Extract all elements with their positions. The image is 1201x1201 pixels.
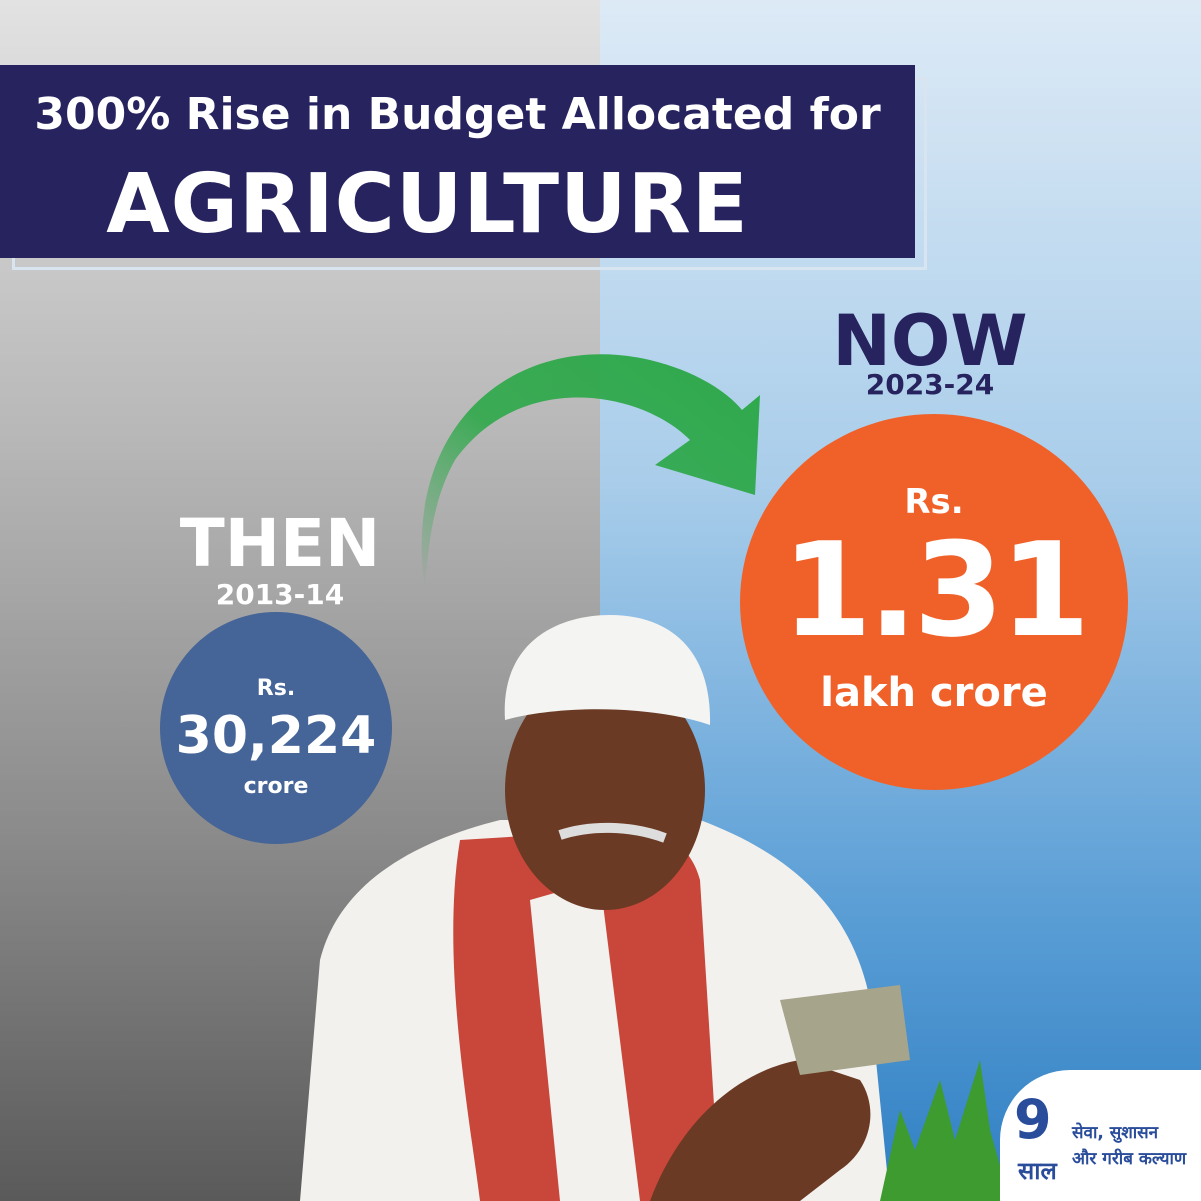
cap xyxy=(504,615,711,725)
title: 300% Rise in Budget Allocated for xyxy=(34,89,881,140)
now-label: NOW xyxy=(832,300,1028,382)
face xyxy=(505,670,705,910)
logo-word: साल xyxy=(1018,1157,1057,1185)
moustache xyxy=(558,822,667,843)
then-unit: crore xyxy=(243,774,309,799)
banknotes xyxy=(780,985,910,1075)
scarf xyxy=(453,827,720,1201)
now-amount: 1.31 xyxy=(781,514,1091,666)
then-label: THEN xyxy=(179,505,381,582)
grass xyxy=(880,1060,1010,1201)
logo: 9 साल सेवा, सुशासन और गरीब कल्याण xyxy=(1000,1070,1201,1201)
now-prefix: Rs. xyxy=(904,482,964,522)
then-year: 2013-14 xyxy=(215,578,345,611)
then-circle: Rs. 30,224 crore xyxy=(160,612,392,844)
logo-line1: सेवा, सुशासन xyxy=(1072,1123,1159,1143)
logo-number: 9 xyxy=(1014,1088,1052,1151)
subject: AGRICULTURE xyxy=(106,157,749,252)
hands xyxy=(650,1060,871,1201)
farmer xyxy=(300,615,910,1201)
now-year: 2023-24 xyxy=(865,368,995,401)
then-amount: 30,224 xyxy=(175,706,377,766)
title-box: 300% Rise in Budget Allocated for AGRICU… xyxy=(0,65,915,258)
logo-line2: और गरीब कल्याण xyxy=(1072,1149,1187,1169)
then-prefix: Rs. xyxy=(256,676,296,701)
now-unit: lakh crore xyxy=(820,670,1048,716)
growth-arrow xyxy=(421,354,760,590)
now-circle: Rs. 1.31 lakh crore xyxy=(740,414,1128,790)
